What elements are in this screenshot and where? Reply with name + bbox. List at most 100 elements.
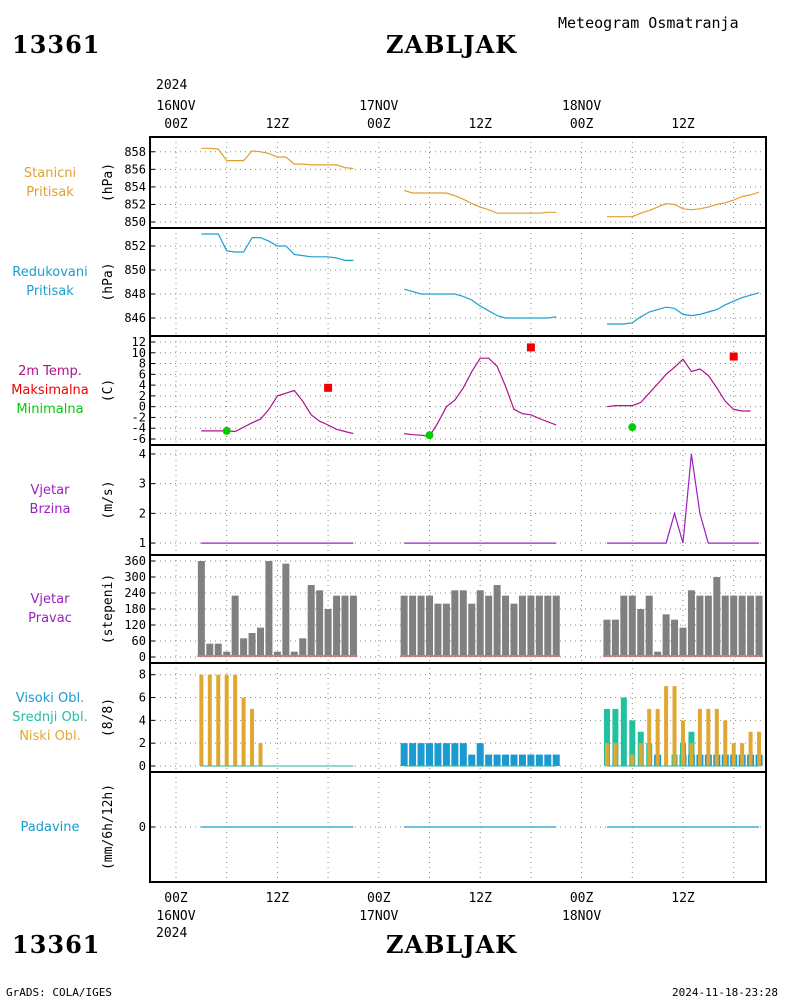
y-tick-label: 8 xyxy=(139,357,146,371)
y-axis-label: (C) xyxy=(101,379,116,402)
bottom-date-label: 18NOV xyxy=(562,909,601,924)
series-line-station_pressure-0 xyxy=(201,147,354,170)
y-tick-label: 2 xyxy=(139,389,146,403)
cloud-bar-low xyxy=(689,743,694,766)
panel-label-station_pressure-0: Stanicni xyxy=(23,165,77,181)
cloud-bar-low xyxy=(757,731,762,766)
series-line-sea_pressure-2 xyxy=(607,292,760,325)
panel-label-wind_speed-0: Vjetar xyxy=(30,483,70,498)
cloud-bar-low xyxy=(706,708,711,766)
panel-label-sea_pressure-1: Pritisak xyxy=(26,284,74,299)
cloud-bar-low xyxy=(258,743,263,766)
y-tick-label: 240 xyxy=(124,586,146,600)
cloud-bar-low xyxy=(613,743,618,766)
wind-dir-bar xyxy=(527,595,535,657)
panel-label-temperature-2: Minimalna xyxy=(16,402,84,417)
cloud-bar-low xyxy=(723,720,728,766)
cloud-bar-low xyxy=(199,674,204,766)
cloud-bar-low xyxy=(714,708,719,766)
panel-label-clouds-0: Visoki Obl. xyxy=(15,691,85,706)
top-date-label: 17NOV xyxy=(359,99,398,114)
cloud-bar-low xyxy=(224,674,229,766)
wind-dir-bar xyxy=(265,561,273,657)
wind-dir-bar xyxy=(400,595,408,657)
tmin-marker xyxy=(222,426,231,435)
panel-label-clouds-2: Niski Obl. xyxy=(19,729,81,744)
wind-dir-bar xyxy=(510,603,518,657)
footer-credit: GrADS: COLA/IGES xyxy=(6,986,112,999)
top-hour-label: 12Z xyxy=(671,117,695,132)
bottom-date-label: 16NOV xyxy=(156,909,195,924)
y-tick-label: 2 xyxy=(139,506,146,520)
wind-dir-bar xyxy=(223,651,231,657)
cloud-bar-high xyxy=(459,743,467,766)
cloud-bar-low xyxy=(207,674,212,766)
wind-dir-bar xyxy=(214,643,222,657)
series-line-temperature-2 xyxy=(606,358,751,412)
y-tick-label: 848 xyxy=(124,287,146,301)
cloud-bar-low xyxy=(664,686,669,766)
wind-dir-bar xyxy=(290,651,298,657)
y-tick-label: 852 xyxy=(124,239,146,253)
year-label-bottom: 2024 xyxy=(156,926,188,941)
wind-dir-bar xyxy=(426,595,433,657)
cloud-bar-low xyxy=(748,731,753,766)
y-tick-label: 854 xyxy=(124,180,146,194)
y-axis-label: (mm/6h/12h) xyxy=(101,784,116,870)
y-tick-label: 2 xyxy=(139,736,146,750)
cloud-bar-low xyxy=(681,720,685,766)
cloud-bar-low xyxy=(697,708,702,766)
cloud-bar-high xyxy=(409,743,417,766)
wind-dir-bar xyxy=(451,590,459,657)
panel-frame-precipitation xyxy=(149,771,767,883)
cloud-bar-low xyxy=(250,708,255,766)
cloud-bar-mid xyxy=(603,708,610,766)
y-tick-label: 120 xyxy=(124,618,146,632)
wind-dir-bar xyxy=(459,590,467,657)
wind-dir-bar xyxy=(518,595,526,657)
wind-dir-bar xyxy=(713,577,721,657)
y-tick-label: 846 xyxy=(124,311,146,325)
wind-dir-bar xyxy=(248,633,256,657)
panel-label-wind_direction-1: Pravac xyxy=(28,611,72,626)
wind-dir-bar xyxy=(206,643,214,657)
panel-label-wind_speed-1: Brzina xyxy=(29,502,71,517)
station-name-bottom: ZABLJAK xyxy=(386,930,518,959)
wind-dir-bar xyxy=(552,595,560,657)
panel-frame-station_pressure xyxy=(149,136,767,229)
y-tick-label: 8 xyxy=(139,668,146,682)
cloud-bar-high xyxy=(493,754,501,766)
cloud-bar-high xyxy=(417,743,425,766)
wind-dir-bar xyxy=(468,603,476,657)
y-tick-label: 180 xyxy=(124,602,146,616)
y-tick-label: 60 xyxy=(132,634,146,648)
wind-dir-bar xyxy=(324,609,332,657)
panel-label-precipitation-0: Padavine xyxy=(20,819,80,835)
y-tick-label: 10 xyxy=(132,346,146,360)
cloud-bar-high xyxy=(527,754,535,766)
tmax-marker xyxy=(526,343,535,352)
y-axis-label: (hPa) xyxy=(101,163,116,202)
wind-dir-bar xyxy=(273,651,281,657)
y-axis-label: (m/s) xyxy=(101,480,116,519)
cloud-bar-low xyxy=(638,743,643,766)
cloud-bar-high xyxy=(400,743,408,766)
cloud-bar-low xyxy=(241,697,246,766)
y-tick-label: 0 xyxy=(139,400,146,414)
cloud-bar-low xyxy=(672,686,677,766)
cloud-bar-low xyxy=(647,708,652,766)
wind-dir-bar xyxy=(544,595,552,657)
cloud-bar-high xyxy=(485,754,493,766)
station-id-bottom: 13361 xyxy=(12,930,101,959)
cloud-bar-mid xyxy=(612,708,619,766)
series-line-wind_speed-2 xyxy=(607,453,759,544)
cloud-bar-low xyxy=(233,674,238,766)
cloud-bar-high xyxy=(442,743,450,766)
y-axis-label: (8/8) xyxy=(101,698,116,737)
wind-dir-bar xyxy=(307,585,315,657)
cloud-bar-high xyxy=(502,754,510,766)
y-tick-label: -6 xyxy=(132,432,146,446)
cloud-bar-high xyxy=(434,743,442,766)
cloud-bar-high xyxy=(451,743,459,766)
